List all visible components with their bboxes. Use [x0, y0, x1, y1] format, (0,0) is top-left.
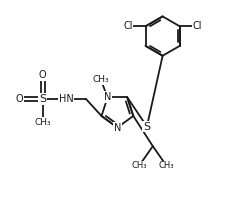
- Text: O: O: [15, 94, 23, 104]
- Text: CH₃: CH₃: [131, 161, 147, 170]
- Text: Cl: Cl: [193, 21, 202, 31]
- Text: N: N: [114, 123, 121, 132]
- Text: O: O: [39, 70, 47, 80]
- Text: S: S: [143, 122, 151, 131]
- Text: Cl: Cl: [123, 21, 133, 31]
- Text: CH₃: CH₃: [34, 118, 51, 127]
- Text: S: S: [39, 94, 46, 104]
- Text: N: N: [104, 92, 111, 102]
- Text: CH₃: CH₃: [159, 161, 174, 170]
- Text: HN: HN: [59, 94, 74, 104]
- Text: CH₃: CH₃: [92, 75, 109, 84]
